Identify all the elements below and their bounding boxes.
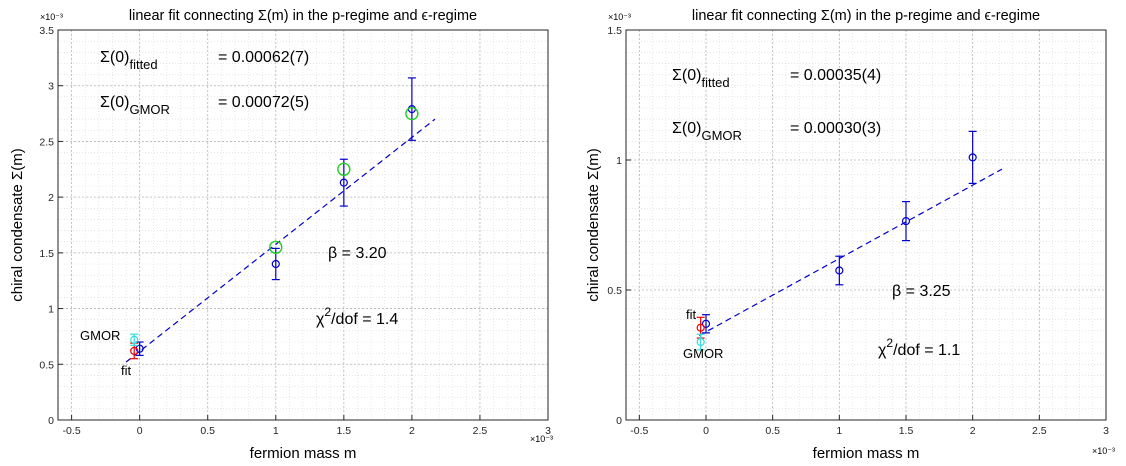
sigma-gmor-annotation: Σ(0)GMOR = 0.00072(5): [100, 94, 309, 117]
sigma-gmor-symbol: Σ(0): [672, 120, 701, 137]
x-tick-label: 1.5: [337, 425, 352, 437]
y-tick-label: 1.5: [607, 25, 622, 37]
blue-circle-point: [339, 178, 348, 187]
chi2-symbol: χ: [878, 342, 887, 359]
chi2-superscript: 2: [886, 336, 893, 350]
y-tick-label: 2: [48, 192, 54, 204]
sigma-fitted-annotation: Σ(0)fitted = 0.00062(7): [100, 49, 309, 72]
x-tick-label: -0.5: [63, 425, 81, 437]
right-chart-panel: -0.5 0 0.5 1 1.5 2 2.5 3 0 0.5 1 1.5 linear fit con…: [585, 8, 1115, 462]
x-tick-label: -0.5: [630, 425, 648, 437]
green-circle-point: [405, 106, 419, 121]
x-tick-label: 2.5: [473, 425, 488, 437]
x-tick-label: 0.5: [765, 425, 780, 437]
cyan-circle-point: [130, 335, 139, 344]
y-tick-label: 3.5: [39, 25, 54, 37]
tick-labels: -0.5 0 0.5 1 1.5 2 2.5 3 0 0.5 1 1.5: [607, 25, 1109, 437]
sigma-fitted-subscript: fitted: [129, 57, 157, 72]
sigma-gmor-value: = 0.00030(3): [790, 120, 881, 137]
y-axis-label: chiral condensate Σ(m): [585, 148, 602, 302]
fit-line: [699, 168, 1003, 337]
y-tick-label: 1.5: [39, 248, 54, 260]
plot-frame: [625, 29, 1107, 421]
chart-title: linear fit connecting Σ(m) in the p-regi…: [692, 8, 1040, 24]
x-exponent: ×10⁻³: [1092, 446, 1115, 456]
x-tick-label: 2: [970, 425, 976, 437]
gmor-point-label: GMOR: [80, 328, 120, 343]
chart-title: linear fit connecting Σ(m) in the p-regi…: [129, 8, 477, 24]
gmor-point-label: GMOR: [683, 346, 723, 361]
x-tick-label: 0: [137, 425, 143, 437]
x-tick-label: 1: [273, 425, 279, 437]
green-circle-point: [337, 162, 351, 176]
y-exponent: ×10⁻³: [608, 12, 631, 22]
sigma-gmor-subscript: GMOR: [701, 128, 741, 143]
blue-circle-point: [968, 153, 977, 162]
tick-labels: -0.5 0 0.5 1 1.5 2 2.5 3 0 0.5 1 1.5 2 2.5 3 3.5: [39, 25, 551, 437]
x-tick-label: 1.5: [899, 425, 914, 437]
chi2-symbol: χ: [316, 311, 325, 328]
beta-annotation: β = 3.20: [328, 245, 387, 262]
blue-circle-point: [271, 259, 280, 269]
red-circle-point: [130, 346, 139, 356]
fit-point-label: fit: [686, 307, 697, 322]
green-circle-point: [269, 240, 283, 254]
x-tick-label: 1: [836, 425, 842, 437]
x-tick-label: 0: [703, 425, 709, 437]
sigma-fitted-annotation: Σ(0)fitted = 0.00035(4): [672, 67, 881, 90]
x-tick-label: 2.5: [1032, 425, 1047, 437]
x-axis-label: fermion mass m: [813, 445, 920, 462]
chi2-rest: /dof = 1.1: [893, 342, 960, 359]
sigma-gmor-annotation: Σ(0)GMOR = 0.00030(3): [672, 120, 881, 143]
y-tick-label: 2.5: [39, 136, 54, 148]
sigma-gmor-value: = 0.00072(5): [218, 94, 309, 111]
x-tick-label: 0.5: [200, 425, 215, 437]
beta-annotation: β = 3.25: [892, 283, 951, 300]
y-tick-label: 0.5: [607, 285, 622, 297]
y-tick-label: 0.5: [39, 359, 54, 371]
sigma-gmor-symbol: Σ(0): [100, 94, 129, 111]
x-tick-label: 2: [409, 425, 415, 437]
fit-point-label: fit: [121, 363, 132, 378]
sigma-fitted-subscript: fitted: [701, 75, 729, 90]
chi2-superscript: 2: [324, 305, 331, 319]
x-tick-label: 3: [545, 425, 551, 437]
data-marks: [696, 130, 1003, 351]
sigma-fitted-symbol: Σ(0): [672, 67, 701, 84]
plot-frame: [57, 29, 549, 421]
sigma-fitted-symbol: Σ(0): [100, 49, 129, 66]
sigma-fitted-value: = 0.00035(4): [790, 67, 881, 84]
chi2-annotation: χ2/dof = 1.1: [878, 336, 960, 359]
blue-circle-point: [701, 319, 711, 328]
x-axis-label: fermion mass m: [250, 445, 357, 462]
fit-line: [125, 118, 436, 363]
cyan-circle-point: [696, 337, 705, 347]
x-exponent: ×10⁻³: [530, 434, 553, 444]
y-tick-label: 0: [616, 415, 622, 427]
chi2-annotation: χ2/dof = 1.4: [316, 305, 398, 328]
chi2-rest: /dof = 1.4: [331, 311, 398, 328]
red-circle-point: [696, 323, 705, 332]
blue-circle-point: [135, 344, 144, 353]
x-tick-label: 3: [1103, 425, 1109, 437]
sigma-gmor-subscript: GMOR: [129, 102, 169, 117]
sigma-fitted-value: = 0.00062(7): [218, 49, 309, 66]
left-chart-panel: -0.5 0 0.5 1 1.5 2 2.5 3 0 0.5 1 1.5 2 2.5 3 3.5 linear…: [9, 8, 553, 462]
blue-circle-point: [835, 266, 844, 275]
y-tick-label: 1: [48, 304, 54, 316]
blue-circle-point: [901, 217, 911, 226]
y-exponent: ×10⁻³: [40, 12, 63, 22]
data-marks: [125, 77, 436, 363]
y-tick-label: 3: [48, 81, 54, 93]
y-axis-label: chiral condensate Σ(m): [9, 148, 26, 302]
y-tick-label: 0: [48, 415, 54, 427]
y-tick-label: 1: [616, 155, 622, 167]
grid: [58, 29, 549, 421]
